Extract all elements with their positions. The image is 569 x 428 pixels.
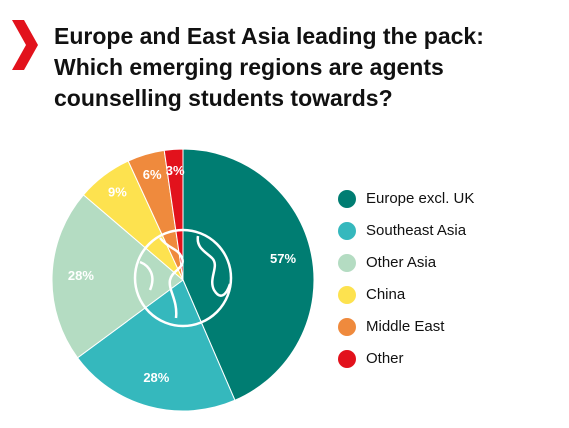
legend-label: Europe excl. UK — [366, 190, 474, 207]
data-label: 28% — [68, 268, 94, 283]
pie-slice — [163, 148, 184, 281]
data-label: 3% — [166, 163, 185, 178]
legend-label: Other — [366, 350, 404, 367]
legend-swatch — [338, 350, 356, 368]
legend-label: Middle East — [366, 318, 445, 335]
pie-slice — [76, 279, 236, 412]
legend-label: Southeast Asia — [366, 222, 467, 239]
legend-label: Other Asia — [366, 254, 437, 271]
legend-swatch — [338, 190, 356, 208]
legend-swatch — [338, 318, 356, 336]
legend-swatch — [338, 222, 356, 240]
chevron — [12, 20, 38, 70]
pie-slice — [51, 194, 184, 359]
globe-icon — [133, 228, 233, 328]
chart-title: Europe and East Asia leading the pack: W… — [54, 23, 484, 111]
data-label: 6% — [143, 167, 162, 182]
data-label: 57% — [270, 251, 296, 266]
pie-slice — [182, 148, 315, 401]
legend-label: China — [366, 286, 406, 303]
legend-swatch — [338, 286, 356, 304]
legend-swatch — [338, 254, 356, 272]
pie: 57% 28% 28% 9% 6% 3% — [51, 148, 315, 412]
data-label: 28% — [143, 370, 169, 385]
legend: Europe excl. UK Southeast Asia Other Asia C… — [338, 190, 474, 368]
data-label: 9% — [108, 185, 127, 200]
